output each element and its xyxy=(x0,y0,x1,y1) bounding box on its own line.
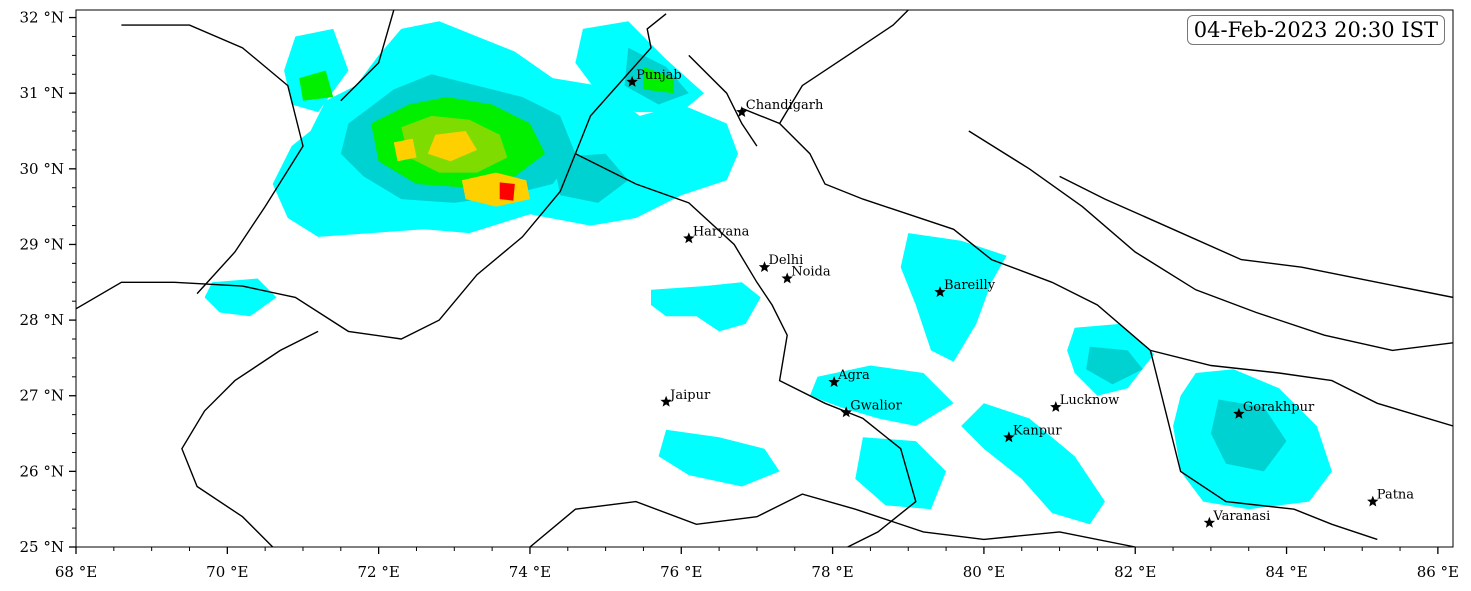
city-noida: Noida xyxy=(781,265,831,284)
city-label: Punjab xyxy=(636,68,682,83)
city-label: Gorakhpur xyxy=(1243,400,1315,415)
boundary-line xyxy=(529,493,1136,547)
city-label: Jaipur xyxy=(668,388,711,403)
rain-area-extreme xyxy=(499,182,515,201)
rainfall-layer xyxy=(204,21,1332,525)
latitude-axis: 25 °N 26 °N 27 °N 28 °N 29 °N 30 °N 31 °N 32 °N xyxy=(20,9,76,556)
y-tick-label: 26 °N xyxy=(20,462,64,480)
boundary-line xyxy=(121,24,304,295)
y-tick-label: 28 °N xyxy=(20,311,64,329)
y-tick-label: 25 °N xyxy=(20,538,64,556)
star-icon xyxy=(1233,407,1245,419)
city-label: Noida xyxy=(791,265,831,280)
rain-area-heavy xyxy=(299,70,334,101)
city-kanpur: Kanpur xyxy=(1003,423,1063,443)
x-tick-label: 80 °E xyxy=(963,563,1005,581)
boundary-line xyxy=(1059,175,1453,299)
star-icon xyxy=(1367,495,1379,507)
city-label: Chandigarh xyxy=(746,98,824,113)
city-gwalior: Gwalior xyxy=(840,398,903,418)
star-icon xyxy=(1050,401,1062,412)
star-icon xyxy=(758,261,771,272)
star-icon xyxy=(828,376,840,387)
city-label: Kanpur xyxy=(1013,423,1063,438)
city-delhi: Delhi xyxy=(758,253,804,272)
rain-area-medium xyxy=(1086,346,1143,385)
star-icon xyxy=(736,106,748,117)
city-label: Gwalior xyxy=(850,398,902,413)
x-tick-label: 84 °E xyxy=(1265,563,1307,581)
x-tick-label: 72 °E xyxy=(357,563,399,581)
boundary-line xyxy=(181,330,319,547)
city-haryana: Haryana xyxy=(683,224,750,244)
rain-area-light xyxy=(204,278,277,317)
boundary-line xyxy=(688,54,758,147)
city-bareilly: Bareilly xyxy=(934,278,996,297)
star-icon xyxy=(781,272,793,284)
rain-area-light xyxy=(961,403,1105,525)
rain-area-light xyxy=(651,282,761,332)
y-tick-label: 29 °N xyxy=(20,235,64,253)
star-icon xyxy=(660,395,672,407)
city-gorakhpur: Gorakhpur xyxy=(1233,400,1315,419)
boundary-layer xyxy=(76,10,1453,547)
boundary-line xyxy=(968,130,1453,352)
rain-area-very-heavy xyxy=(427,131,477,162)
city-jaipur: Jaipur xyxy=(660,388,711,407)
rain-area-light xyxy=(284,28,349,113)
rain-area-light xyxy=(809,365,954,426)
rain-area-light xyxy=(855,437,947,510)
star-icon xyxy=(626,75,638,87)
star-icon xyxy=(1203,516,1216,528)
boundary-line xyxy=(76,13,667,340)
rain-area-medium xyxy=(552,153,629,203)
rain-area-very-heavy xyxy=(393,138,417,162)
city-label: Haryana xyxy=(693,224,750,239)
city-agra: Agra xyxy=(828,368,870,387)
rain-area-light xyxy=(900,233,1007,362)
star-icon xyxy=(1003,431,1015,443)
city-patna: Patna xyxy=(1367,488,1414,507)
x-tick-label: 70 °E xyxy=(206,563,248,581)
x-tick-label: 78 °E xyxy=(811,563,853,581)
boundary-line xyxy=(575,153,917,547)
rain-area-heavy xyxy=(643,66,674,94)
city-label: Agra xyxy=(837,368,870,383)
y-tick-label: 30 °N xyxy=(20,160,64,178)
rain-area-light xyxy=(658,429,780,487)
y-tick-label: 32 °N xyxy=(20,9,64,27)
star-icon xyxy=(683,232,695,244)
x-tick-label: 74 °E xyxy=(509,563,551,581)
city-lucknow: Lucknow xyxy=(1050,393,1119,412)
boundary-line xyxy=(1149,350,1378,541)
star-icon xyxy=(840,406,852,418)
rain-area-medium xyxy=(1210,399,1287,472)
x-tick-label: 82 °E xyxy=(1114,563,1156,581)
city-varanasi: Varanasi xyxy=(1203,509,1270,528)
x-tick-label: 86 °E xyxy=(1417,563,1459,581)
city-label: Patna xyxy=(1377,488,1415,503)
map-frame xyxy=(75,9,1454,548)
boundary-line xyxy=(340,10,395,102)
city-label: Varanasi xyxy=(1212,509,1270,524)
x-tick-label: 68 °E xyxy=(55,563,97,581)
y-tick-label: 27 °N xyxy=(20,387,64,405)
city-chandigarh: Chandigarh xyxy=(736,98,824,117)
city-label: Delhi xyxy=(769,253,804,268)
city-label: Bareilly xyxy=(944,278,996,293)
x-tick-label: 76 °E xyxy=(660,563,702,581)
longitude-axis: 68 °E 70 °E 72 °E 74 °E 76 °E 78 °E 80 °E 82 °E… xyxy=(55,547,1459,581)
star-icon xyxy=(934,286,946,297)
city-label: Lucknow xyxy=(1060,393,1120,408)
y-tick-label: 31 °N xyxy=(20,84,64,102)
city-punjab: Punjab xyxy=(626,68,682,87)
boundary-line xyxy=(741,107,1453,427)
boundary-line xyxy=(778,10,909,124)
timestamp-label: 04-Feb-2023 20:30 IST xyxy=(1186,15,1445,45)
